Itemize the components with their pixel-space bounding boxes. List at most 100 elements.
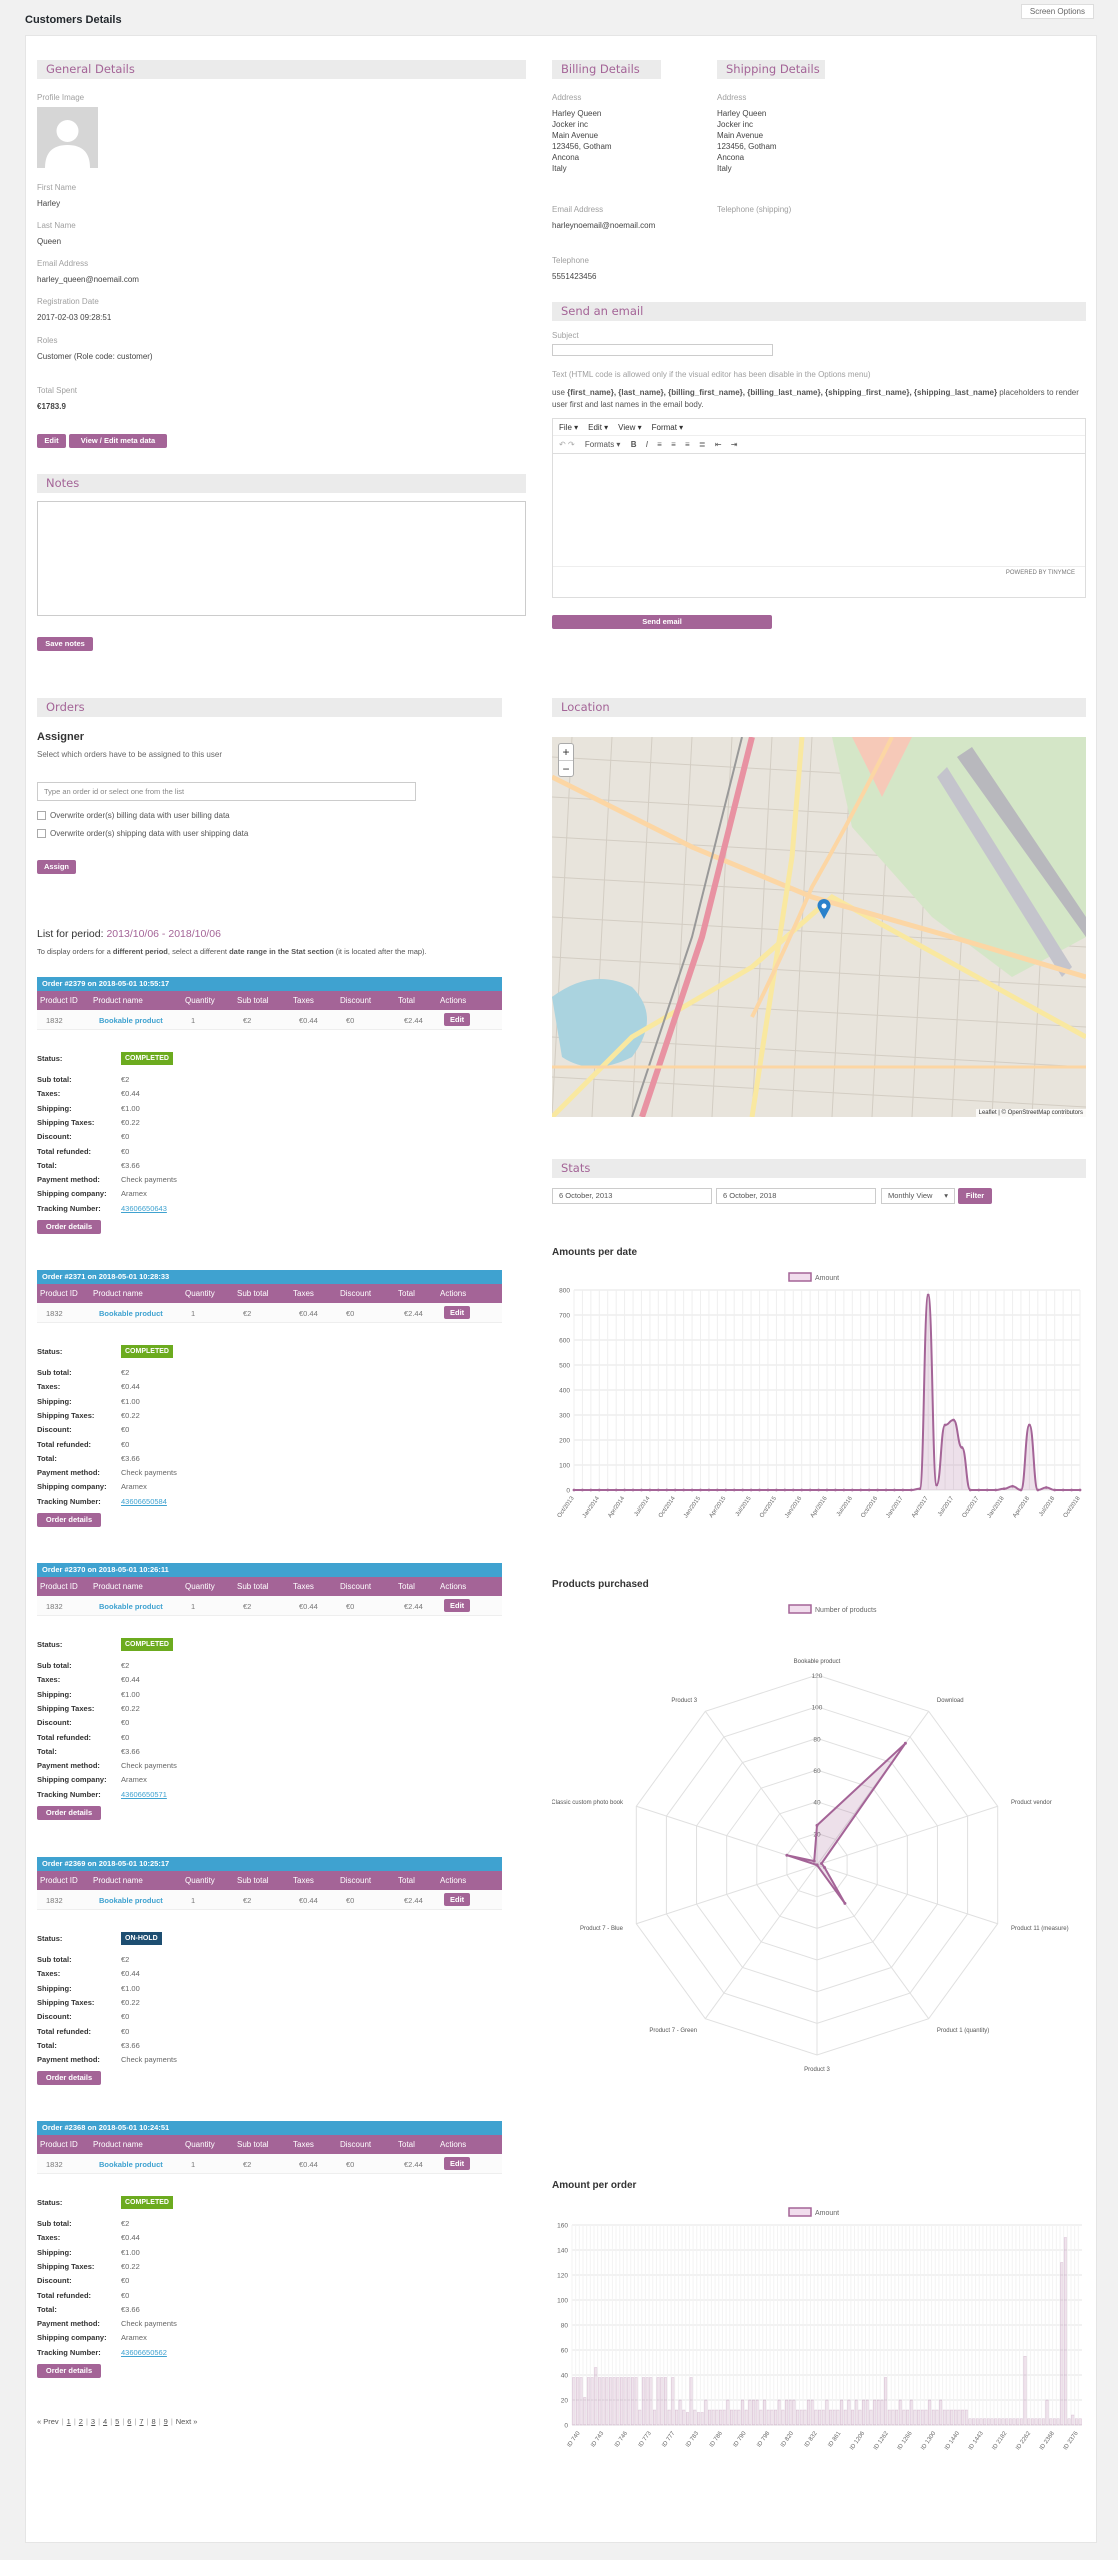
location-header: Location xyxy=(552,698,1086,717)
order-details-button[interactable]: Order details xyxy=(37,1806,101,1820)
indent-icon[interactable]: ⇥ xyxy=(730,440,738,449)
bar xyxy=(638,2409,642,2426)
view-edit-meta-button[interactable]: View / Edit meta data xyxy=(69,434,167,448)
redo-icon[interactable]: ↷ xyxy=(567,440,575,449)
assign-button[interactable]: Assign xyxy=(37,860,76,874)
row-edit-button[interactable]: Edit xyxy=(444,1306,471,1319)
align-left-icon[interactable]: ≡ xyxy=(657,440,662,449)
page-link[interactable]: 3 xyxy=(90,2417,96,2426)
row-edit-button[interactable]: Edit xyxy=(444,1599,471,1612)
summary-label-discount: Discount: xyxy=(37,1132,72,1142)
summary-label-shipping_taxes: Shipping Taxes: xyxy=(37,1410,95,1420)
order-details-button[interactable]: Order details xyxy=(37,2071,101,2086)
summary-value-tracking[interactable]: 43606650571 xyxy=(121,1789,167,1799)
summary-label-shipping: Shipping: xyxy=(37,1689,72,1699)
cell-pname[interactable]: Bookable product xyxy=(99,1896,163,1905)
overwrite-billing-option[interactable]: Overwrite order(s) billing data with use… xyxy=(37,811,230,821)
page-link[interactable]: 7 xyxy=(139,2417,144,2426)
send-email-button[interactable]: Send email xyxy=(552,615,772,629)
italic-icon[interactable]: I xyxy=(645,440,648,449)
cell-pname[interactable]: Bookable product xyxy=(99,1602,163,1611)
summary-value-tracking[interactable]: 43606650643 xyxy=(121,1203,167,1213)
subject-input[interactable] xyxy=(552,344,773,356)
summary-value-taxes: €0.44 xyxy=(121,2233,140,2243)
summary-label-shipping: Shipping: xyxy=(37,1983,72,1993)
page-separator: | xyxy=(158,2417,161,2426)
page-link[interactable]: 1 xyxy=(66,2417,71,2426)
view-select[interactable]: Monthly View ▾ xyxy=(881,1188,955,1204)
x-tick-label: ID 777 xyxy=(661,2430,676,2448)
data-point xyxy=(1019,1488,1023,1492)
editor-menu-item[interactable]: View ▾ xyxy=(618,423,642,432)
align-right-icon[interactable]: ≡ xyxy=(684,440,690,449)
page-link[interactable]: 4 xyxy=(103,2417,108,2426)
shipping-address-label: Address xyxy=(717,93,747,102)
assigner-input[interactable]: Type an order id or select one from the … xyxy=(37,782,416,801)
location-map[interactable]: + − Leaflet | © OpenStreetMap contributo… xyxy=(552,737,1086,1117)
notes-textarea[interactable] xyxy=(37,501,526,616)
editor-menu-item[interactable]: File ▾ xyxy=(559,423,579,432)
page-link[interactable]: « Prev xyxy=(37,2417,59,2426)
overwrite-billing-checkbox[interactable] xyxy=(37,811,46,821)
save-notes-button[interactable]: Save notes xyxy=(37,637,93,651)
email-label: Email Address xyxy=(37,259,89,268)
column-header: Discount xyxy=(340,996,372,1005)
cell-sub: €2 xyxy=(243,1896,252,1905)
cell-pname[interactable]: Bookable product xyxy=(99,2160,163,2169)
filter-button[interactable]: Filter xyxy=(958,1188,992,1204)
end-date-input[interactable]: 6 October, 2018 xyxy=(716,1188,876,1204)
order-details-button[interactable]: Order details xyxy=(37,1220,101,1234)
data-point xyxy=(943,1423,947,1427)
zoom-in-button[interactable]: + xyxy=(559,744,573,761)
row-edit-button[interactable]: Edit xyxy=(444,2157,471,2170)
y-tick-label: 100 xyxy=(557,2298,568,2305)
summary-label-company: Shipping company: xyxy=(37,2333,107,2343)
map-marker-icon[interactable] xyxy=(817,899,831,919)
summary-label-sub_total: Sub total: xyxy=(37,1661,72,1670)
amounts-per-date-chart: Amount 0 100 200 300 400 500 600 700 800 Oct/2013 J… xyxy=(557,1272,1082,1519)
bar xyxy=(1074,2418,1079,2426)
row-edit-button[interactable]: Edit xyxy=(444,1893,471,1906)
row-edit-button[interactable]: Edit xyxy=(444,1013,471,1026)
bar xyxy=(983,2418,987,2426)
bar xyxy=(972,2418,976,2426)
zoom-out-button[interactable]: − xyxy=(562,762,570,776)
placeholders-suffix: placeholders to render user first and la… xyxy=(552,388,1079,409)
page-link[interactable]: 2 xyxy=(78,2417,83,2426)
bar xyxy=(858,2409,862,2426)
cell-pname[interactable]: Bookable product xyxy=(99,1016,163,1025)
bar xyxy=(708,2409,712,2426)
page-link[interactable]: 5 xyxy=(115,2417,120,2426)
start-date-input[interactable]: 6 October, 2013 xyxy=(552,1188,712,1204)
order-details-button[interactable]: Order details xyxy=(37,2364,101,2378)
summary-label-taxes: Taxes: xyxy=(37,1675,61,1685)
summary-value-discount: €0 xyxy=(121,2012,130,2022)
page-link[interactable]: 6 xyxy=(127,2417,132,2426)
cell-qty: 1 xyxy=(191,1602,196,1611)
data-point xyxy=(665,1488,669,1492)
editor-menu-item[interactable]: Format ▾ xyxy=(651,423,684,432)
summary-value-tracking[interactable]: 43606650562 xyxy=(121,2347,167,2357)
page-link[interactable]: 9 xyxy=(163,2417,168,2426)
cell-pname[interactable]: Bookable product xyxy=(99,1309,163,1318)
summary-value-tracking[interactable]: 43606650584 xyxy=(121,1496,167,1506)
page-link[interactable]: 8 xyxy=(151,2417,156,2426)
formats-dropdown[interactable]: Formats ▾ xyxy=(584,440,621,449)
page-title: Customers Details xyxy=(25,14,122,26)
align-justify-icon[interactable]: ≣ xyxy=(698,440,706,449)
page-link[interactable]: Next » xyxy=(175,2417,198,2426)
bold-icon[interactable]: B xyxy=(630,440,637,449)
align-center-icon[interactable]: ≡ xyxy=(671,440,676,449)
outdent-icon[interactable]: ⇤ xyxy=(714,440,722,449)
data-point xyxy=(960,1446,964,1449)
edit-button[interactable]: Edit xyxy=(37,434,66,448)
editor-body[interactable] xyxy=(553,454,1085,566)
summary-label-taxes: Taxes: xyxy=(37,1969,61,1979)
editor-menu-item[interactable]: Edit ▾ xyxy=(588,423,609,432)
order-details-button[interactable]: Order details xyxy=(37,1513,101,1527)
overwrite-shipping-checkbox[interactable] xyxy=(37,829,46,839)
screen-options-button[interactable]: Screen Options xyxy=(1020,4,1094,19)
orders-header: Orders xyxy=(37,698,502,717)
overwrite-shipping-option[interactable]: Overwrite order(s) shipping data with us… xyxy=(37,829,248,839)
undo-icon[interactable]: ↶ xyxy=(559,440,566,449)
